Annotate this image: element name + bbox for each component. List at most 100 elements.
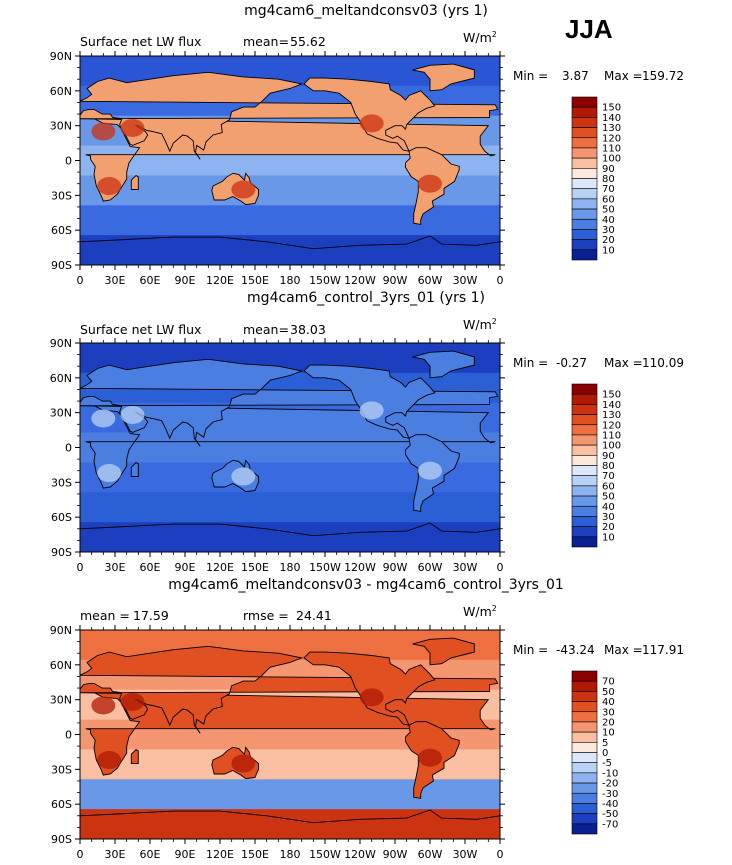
colorbar-swatch	[571, 711, 598, 723]
panel-2-variable-label: Surface net LW flux	[80, 322, 202, 337]
lon-tick-label: 0	[497, 561, 504, 574]
panel-3-min-value: -43.24	[556, 643, 595, 657]
lat-tick-label: 90N	[50, 624, 72, 637]
colorbar-level-label: 10	[602, 532, 615, 543]
field-hotspot	[97, 751, 122, 770]
lat-tick-label: 30S	[51, 763, 72, 776]
lon-tick-label: 30W	[453, 274, 478, 287]
panel-2-min-label: Min =	[513, 356, 549, 370]
lon-tick-label: 150W	[309, 848, 341, 861]
panel-3-rmse-label: rmse =	[243, 608, 289, 623]
field-band	[80, 235, 500, 265]
field-hotspot	[97, 177, 122, 196]
colorbar-level-label: -20	[602, 779, 618, 790]
colorbar-level-label: 70	[602, 471, 615, 482]
colorbar-level-label: 30	[602, 512, 615, 523]
colorbar-level-label: 130	[602, 410, 621, 421]
colorbar-level-label: -5	[602, 758, 612, 769]
lon-tick-label: 120E	[206, 274, 234, 287]
colorbar-swatch	[571, 414, 598, 426]
lat-tick-label: 30S	[51, 189, 72, 202]
continent-greenland	[412, 637, 475, 666]
lat-tick-label: 60S	[51, 798, 72, 811]
panel-3-max-value: 117.91	[642, 643, 684, 657]
field-hotspot	[418, 461, 442, 480]
panel-2-mean-value: 38.03	[290, 322, 326, 337]
panel-3-units: W/m2	[463, 604, 497, 620]
lon-tick-label: 0	[497, 848, 504, 861]
map-field-1	[80, 56, 500, 265]
panel-3-rmse-value: 24.41	[296, 608, 332, 623]
field-hotspot	[359, 401, 384, 420]
colorbar-level-label: -40	[602, 799, 618, 810]
panel-3-mean-label: mean =	[80, 608, 130, 623]
panel-3-mean-value: 17.59	[133, 608, 169, 623]
colorbar-level-label: 150	[602, 390, 621, 401]
lon-tick-label: 30W	[453, 561, 478, 574]
map-panel-3: 90N 60N 30N 0 30S 60S 90S 0 30E 60E 90E 120E 150E 180…	[50, 624, 505, 861]
field-hotspot	[91, 696, 116, 715]
coastline-antarctic	[80, 235, 500, 250]
panel-1-variable-label: Surface net LW flux	[80, 34, 202, 49]
colorbar-level-label: -10	[602, 768, 618, 779]
colorbar-level-label: 90	[602, 451, 615, 462]
lon-tick-label: 60E	[140, 561, 161, 574]
colorbar-level-label: 50	[602, 687, 615, 698]
lon-tick-label: 0	[77, 561, 84, 574]
field-band	[80, 779, 500, 811]
lon-tick-label: 90W	[383, 561, 408, 574]
colorbar-swatch	[571, 127, 598, 139]
colorbar-level-label: 40	[602, 215, 615, 226]
lat-tick-label: 60N	[50, 659, 72, 672]
panel-1-min-value: 3.87	[562, 69, 589, 83]
lon-tick-label: 120W	[344, 274, 376, 287]
field-hotspot	[120, 405, 145, 424]
lon-tick-label: 60W	[418, 274, 443, 287]
colorbar-swatch	[571, 485, 598, 497]
lon-tick-label: 180	[280, 561, 301, 574]
lon-tick-label: 0	[497, 274, 504, 287]
colorbar-level-label: 50	[602, 492, 615, 503]
panel-1-min-label: Min =	[513, 69, 549, 83]
colorbar-level-label: 80	[602, 461, 615, 472]
colorbar-swatch	[571, 239, 598, 251]
colorbar-swatch	[571, 526, 598, 538]
colorbar-swatch	[571, 117, 598, 128]
colorbar-swatch	[571, 198, 598, 210]
field-hotspot	[120, 118, 145, 137]
panel-2-title: mg4cam6_control_3yrs_01 (yrs 1)	[247, 290, 485, 306]
continent-madagascar	[130, 175, 139, 190]
lat-tick-label: 30N	[50, 694, 72, 707]
colorbar-swatch	[571, 168, 598, 179]
colorbar-level-label: 140	[602, 400, 621, 411]
panel-1-mean-label: mean=	[243, 34, 289, 49]
lat-tick-label: 30N	[50, 407, 72, 420]
continent-greenland	[412, 350, 475, 379]
colorbar-swatch	[571, 475, 598, 487]
field-hotspot	[359, 688, 384, 707]
colorbar-swatch	[571, 762, 598, 774]
colorbar-level-label: 30	[602, 225, 615, 236]
map-panel-2: 90N 60N 30N 0 30S 60S 90S 0 30E 60E 90E 120E 150E 180…	[50, 337, 505, 574]
lat-tick-label: 0	[65, 729, 72, 742]
lon-tick-label: 30E	[105, 561, 126, 574]
colorbar-swatch	[571, 505, 598, 517]
lon-tick-label: 60E	[140, 274, 161, 287]
colorbar-level-label: 30	[602, 707, 615, 718]
colorbar-level-label: 5	[602, 738, 608, 749]
lon-tick-label: 120W	[344, 561, 376, 574]
panel-2-max-value: 110.09	[642, 356, 684, 370]
colorbar-swatch	[571, 691, 598, 702]
map-field-3	[80, 630, 500, 839]
panel-2-max-label: Max =	[604, 356, 643, 370]
colorbar-level-label: 50	[602, 205, 615, 216]
colorbar-level-label: 0	[602, 748, 608, 759]
field-hotspot	[231, 467, 256, 486]
colorbar-swatch	[571, 229, 598, 240]
lat-tick-label: 60S	[51, 224, 72, 237]
panel-1-mean-value: 55.62	[290, 34, 326, 49]
lon-tick-label: 90W	[383, 274, 408, 287]
colorbar-level-label: 110	[602, 430, 621, 441]
field-hotspot	[359, 114, 384, 133]
